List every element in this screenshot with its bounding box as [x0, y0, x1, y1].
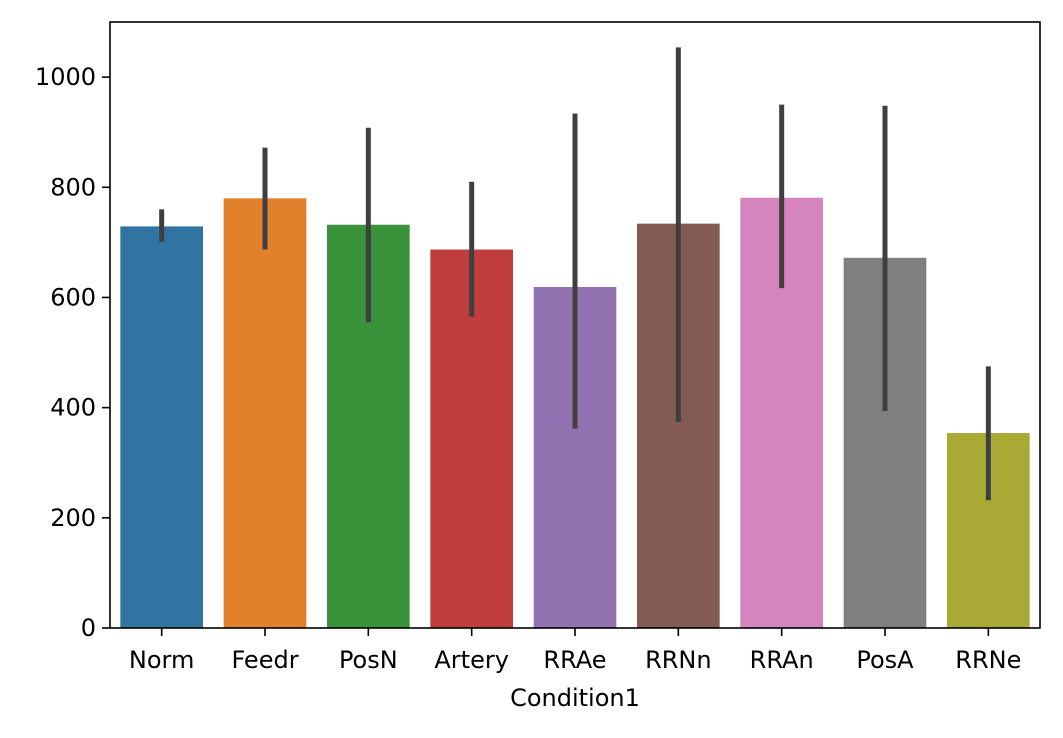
- bar-norm: [120, 226, 203, 628]
- y-tick-label: 400: [50, 394, 96, 422]
- error-bars-layer: [159, 47, 991, 501]
- y-tick-label: 1000: [35, 63, 96, 91]
- y-tick-label: 600: [50, 283, 96, 311]
- x-tick-label: Artery: [434, 646, 509, 674]
- x-axis: Norm Feedr PosN Artery RRAe RRNn RRAn PosA RRNe: [129, 628, 1021, 674]
- x-tick-label: RRAn: [750, 646, 814, 674]
- x-tick-label: PosA: [856, 646, 914, 674]
- x-tick-label: PosN: [339, 646, 398, 674]
- y-axis: 0 200 400 600 800 1000: [35, 63, 110, 642]
- x-tick-label: Feedr: [231, 646, 298, 674]
- x-axis-label: Condition1: [510, 684, 640, 712]
- x-tick-label: RRNn: [645, 646, 712, 674]
- bars-layer: [120, 197, 1030, 629]
- x-tick-label: RRAe: [543, 646, 606, 674]
- bar-feedr: [223, 198, 307, 629]
- x-tick-label: Norm: [129, 646, 194, 674]
- y-tick-label: 800: [50, 173, 96, 201]
- y-tick-label: 0: [81, 614, 96, 642]
- y-tick-label: 200: [50, 504, 96, 532]
- x-tick-label: RRNe: [955, 646, 1021, 674]
